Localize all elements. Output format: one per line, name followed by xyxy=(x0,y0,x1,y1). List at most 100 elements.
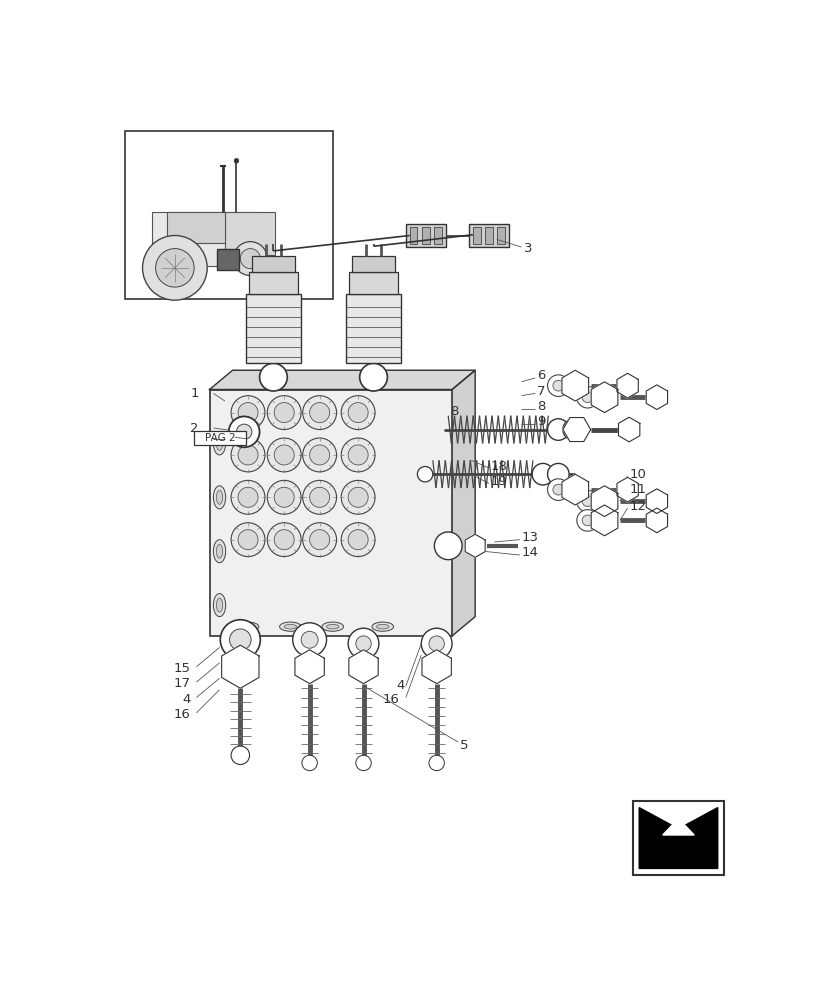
Bar xyxy=(225,212,275,255)
Bar xyxy=(248,272,298,294)
Bar xyxy=(497,227,504,244)
Circle shape xyxy=(234,158,238,163)
Polygon shape xyxy=(590,505,617,536)
Text: 3: 3 xyxy=(523,242,532,255)
Circle shape xyxy=(229,629,251,651)
Polygon shape xyxy=(465,534,485,557)
Circle shape xyxy=(347,403,368,423)
Circle shape xyxy=(309,530,329,550)
Text: 9: 9 xyxy=(536,415,544,428)
Text: 4: 4 xyxy=(182,693,191,706)
Circle shape xyxy=(231,746,249,764)
Text: 12: 12 xyxy=(629,500,645,513)
Polygon shape xyxy=(209,370,475,389)
Circle shape xyxy=(237,403,258,423)
Polygon shape xyxy=(662,819,693,835)
Circle shape xyxy=(547,375,568,396)
Circle shape xyxy=(303,523,336,557)
Circle shape xyxy=(301,631,318,648)
Circle shape xyxy=(309,403,329,423)
Ellipse shape xyxy=(371,622,393,631)
Polygon shape xyxy=(638,808,717,868)
Circle shape xyxy=(274,445,294,465)
Circle shape xyxy=(347,628,379,659)
Ellipse shape xyxy=(216,490,222,504)
Text: 16: 16 xyxy=(382,693,399,706)
Circle shape xyxy=(220,620,260,660)
Text: 2: 2 xyxy=(190,422,198,434)
Bar xyxy=(125,131,332,299)
Bar xyxy=(633,801,723,875)
Ellipse shape xyxy=(213,540,226,563)
Circle shape xyxy=(562,419,584,440)
Ellipse shape xyxy=(216,544,222,558)
Circle shape xyxy=(552,380,563,391)
Circle shape xyxy=(142,235,207,300)
Bar xyxy=(422,227,429,244)
Circle shape xyxy=(547,419,568,440)
Text: 19: 19 xyxy=(490,475,507,488)
Circle shape xyxy=(576,386,598,408)
Circle shape xyxy=(341,438,375,472)
Circle shape xyxy=(581,515,592,526)
Circle shape xyxy=(428,755,444,771)
Polygon shape xyxy=(452,370,475,636)
Ellipse shape xyxy=(216,598,222,612)
Circle shape xyxy=(267,480,301,514)
Circle shape xyxy=(341,480,375,514)
Polygon shape xyxy=(422,650,451,684)
Text: 5: 5 xyxy=(459,739,468,752)
Text: 1: 1 xyxy=(190,387,198,400)
Polygon shape xyxy=(562,370,588,401)
Ellipse shape xyxy=(284,624,296,629)
Circle shape xyxy=(237,487,258,507)
Circle shape xyxy=(421,628,452,659)
Text: 15: 15 xyxy=(173,662,190,675)
Circle shape xyxy=(303,438,336,472)
Text: 8: 8 xyxy=(536,400,544,413)
Polygon shape xyxy=(348,650,378,684)
Circle shape xyxy=(359,363,387,391)
Bar xyxy=(209,389,452,636)
Circle shape xyxy=(347,530,368,550)
Polygon shape xyxy=(616,373,638,398)
Circle shape xyxy=(231,523,265,557)
Circle shape xyxy=(576,510,598,531)
Text: 17: 17 xyxy=(173,677,190,690)
Bar xyxy=(468,224,509,247)
Polygon shape xyxy=(645,385,667,410)
Circle shape xyxy=(576,490,598,512)
Bar xyxy=(348,272,398,294)
Text: 13: 13 xyxy=(521,531,538,544)
Bar xyxy=(346,294,401,363)
Bar xyxy=(217,249,238,270)
Bar xyxy=(434,227,442,244)
Circle shape xyxy=(552,484,563,495)
Circle shape xyxy=(274,403,294,423)
Circle shape xyxy=(233,242,267,276)
Circle shape xyxy=(274,487,294,507)
Circle shape xyxy=(309,445,329,465)
Circle shape xyxy=(303,480,336,514)
Polygon shape xyxy=(618,417,639,442)
Circle shape xyxy=(417,466,433,482)
Bar xyxy=(246,294,301,363)
Circle shape xyxy=(581,496,592,507)
Ellipse shape xyxy=(213,432,226,455)
Circle shape xyxy=(274,530,294,550)
Text: 8: 8 xyxy=(450,405,458,418)
Circle shape xyxy=(428,636,444,651)
Bar xyxy=(167,212,225,243)
Circle shape xyxy=(267,396,301,430)
Circle shape xyxy=(303,396,336,430)
Bar xyxy=(251,256,294,272)
Bar xyxy=(472,227,480,244)
Circle shape xyxy=(237,445,258,465)
Polygon shape xyxy=(645,508,667,533)
Polygon shape xyxy=(562,474,588,505)
Text: 14: 14 xyxy=(521,546,538,559)
Polygon shape xyxy=(616,477,638,502)
Bar xyxy=(151,212,259,266)
Bar xyxy=(351,256,394,272)
Polygon shape xyxy=(645,489,667,513)
